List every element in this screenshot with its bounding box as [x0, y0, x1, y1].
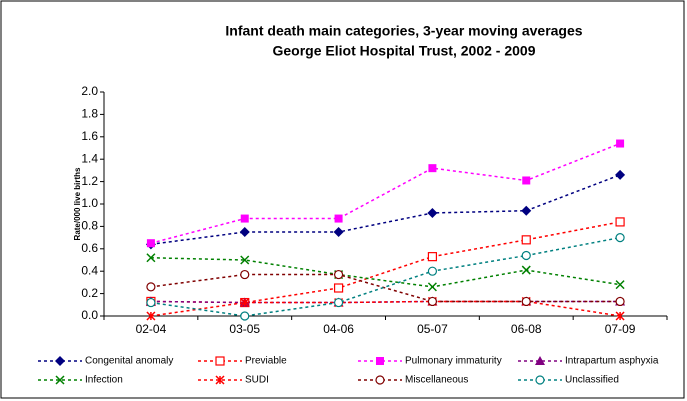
series-line — [150, 257, 621, 288]
y-tick-label: 0.8 — [81, 219, 98, 233]
legend-marker — [535, 375, 545, 385]
data-point — [427, 252, 438, 262]
legend-label: Miscellaneous — [405, 375, 468, 386]
legend-marker — [376, 357, 384, 365]
legend-marker — [375, 375, 385, 385]
y-tick-label: 1.0 — [81, 196, 98, 210]
series-line — [150, 273, 621, 303]
y-tick-label: 0.4 — [81, 263, 98, 277]
data-point — [240, 255, 250, 265]
y-tick-label: 1.6 — [81, 129, 98, 143]
y-tick-label: 2.0 — [81, 84, 98, 98]
data-point — [146, 239, 155, 248]
y-axis-label: Rate/000 live births — [73, 167, 82, 240]
x-tick-label: 04-06 — [323, 322, 354, 336]
data-point — [333, 269, 344, 280]
legend-marker — [55, 356, 65, 366]
data-point — [521, 205, 532, 216]
legend-label: SUDI — [245, 375, 269, 386]
data-point — [146, 253, 156, 263]
series-line — [150, 236, 621, 317]
legend-label: Infection — [85, 375, 123, 386]
legend-label: Pulmonary immaturity — [405, 356, 502, 367]
data-point — [146, 282, 156, 292]
data-point — [240, 214, 249, 223]
y-tick-label: 0.6 — [81, 241, 98, 255]
data-point — [615, 296, 625, 307]
legend-label: Intrapartum asphyxia — [565, 356, 659, 367]
data-point — [146, 297, 156, 308]
legend-marker — [55, 375, 65, 385]
series-line — [150, 300, 621, 317]
series-line — [150, 174, 621, 246]
legend-marker — [215, 356, 225, 366]
data-point — [428, 164, 437, 173]
x-tick-label: 06-08 — [511, 322, 542, 336]
data-point — [240, 298, 250, 308]
data-point — [427, 266, 438, 276]
data-point — [427, 282, 437, 292]
data-point — [240, 269, 250, 280]
data-point — [334, 214, 343, 223]
x-tick-label: 02-04 — [136, 322, 167, 336]
x-tick-label: 05-07 — [417, 322, 448, 336]
y-tick-label: 0.0 — [81, 308, 98, 322]
data-point — [521, 265, 531, 275]
y-tick-label: 1.2 — [81, 174, 98, 188]
data-point — [521, 235, 531, 245]
y-tick-label: 1.8 — [81, 107, 98, 121]
data-point — [521, 250, 531, 261]
data-point — [239, 227, 250, 237]
legend-label: Previable — [245, 356, 287, 367]
y-tick-label: 0.2 — [81, 286, 98, 300]
data-point — [146, 311, 156, 321]
chart-subtitle: George Eliot Hospital Trust, 2002 - 2009 — [273, 43, 536, 59]
series-line — [150, 142, 621, 244]
legend-marker — [215, 375, 225, 385]
data-point — [333, 283, 344, 293]
x-tick-label: 03-05 — [229, 322, 260, 336]
legend-label: Congenital anomaly — [85, 356, 173, 367]
legend-marker — [535, 356, 545, 365]
data-point — [615, 169, 626, 180]
data-point — [616, 139, 625, 148]
data-point — [240, 311, 250, 321]
data-point — [521, 296, 531, 307]
legend-label: Unclassified — [565, 375, 619, 386]
y-tick-label: 1.4 — [81, 151, 98, 165]
data-point — [615, 311, 625, 321]
data-point — [615, 233, 625, 243]
data-point — [333, 297, 344, 308]
data-point — [427, 296, 438, 307]
data-point — [333, 227, 344, 237]
data-point — [615, 280, 625, 290]
data-point — [615, 217, 625, 227]
chart-title: Infant death main categories, 3-year mov… — [225, 23, 582, 39]
data-point — [522, 176, 531, 185]
x-tick-label: 07-09 — [605, 322, 636, 336]
data-point — [427, 207, 438, 218]
